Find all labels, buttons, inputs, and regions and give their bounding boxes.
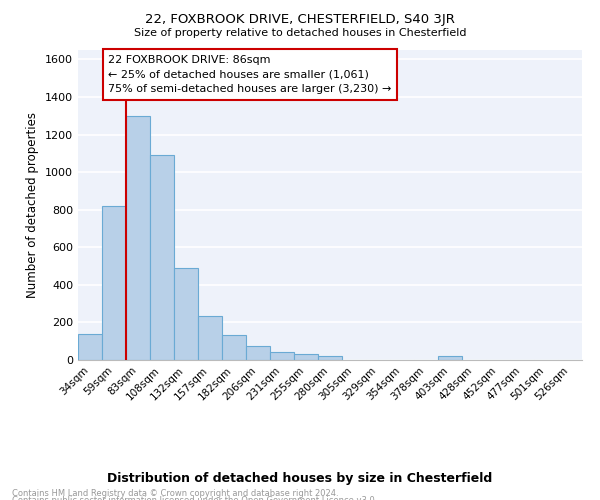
Bar [438,356,462,360]
Bar [78,334,102,360]
Text: Contains public sector information licensed under the Open Government Licence v3: Contains public sector information licen… [12,496,377,500]
Bar [294,354,318,360]
Bar [198,316,222,360]
Text: Size of property relative to detached houses in Chesterfield: Size of property relative to detached ho… [134,28,466,38]
Bar [318,356,342,360]
Text: Contains HM Land Registry data © Crown copyright and database right 2024.: Contains HM Land Registry data © Crown c… [12,489,338,498]
Bar [102,206,126,360]
Bar [222,334,246,360]
Bar [126,116,150,360]
Bar [270,352,294,360]
Bar [246,346,270,360]
Text: 22 FOXBROOK DRIVE: 86sqm
← 25% of detached houses are smaller (1,061)
75% of sem: 22 FOXBROOK DRIVE: 86sqm ← 25% of detach… [108,54,392,94]
Y-axis label: Number of detached properties: Number of detached properties [26,112,40,298]
Text: Distribution of detached houses by size in Chesterfield: Distribution of detached houses by size … [107,472,493,485]
Text: 22, FOXBROOK DRIVE, CHESTERFIELD, S40 3JR: 22, FOXBROOK DRIVE, CHESTERFIELD, S40 3J… [145,12,455,26]
Bar [150,155,174,360]
Bar [174,268,198,360]
